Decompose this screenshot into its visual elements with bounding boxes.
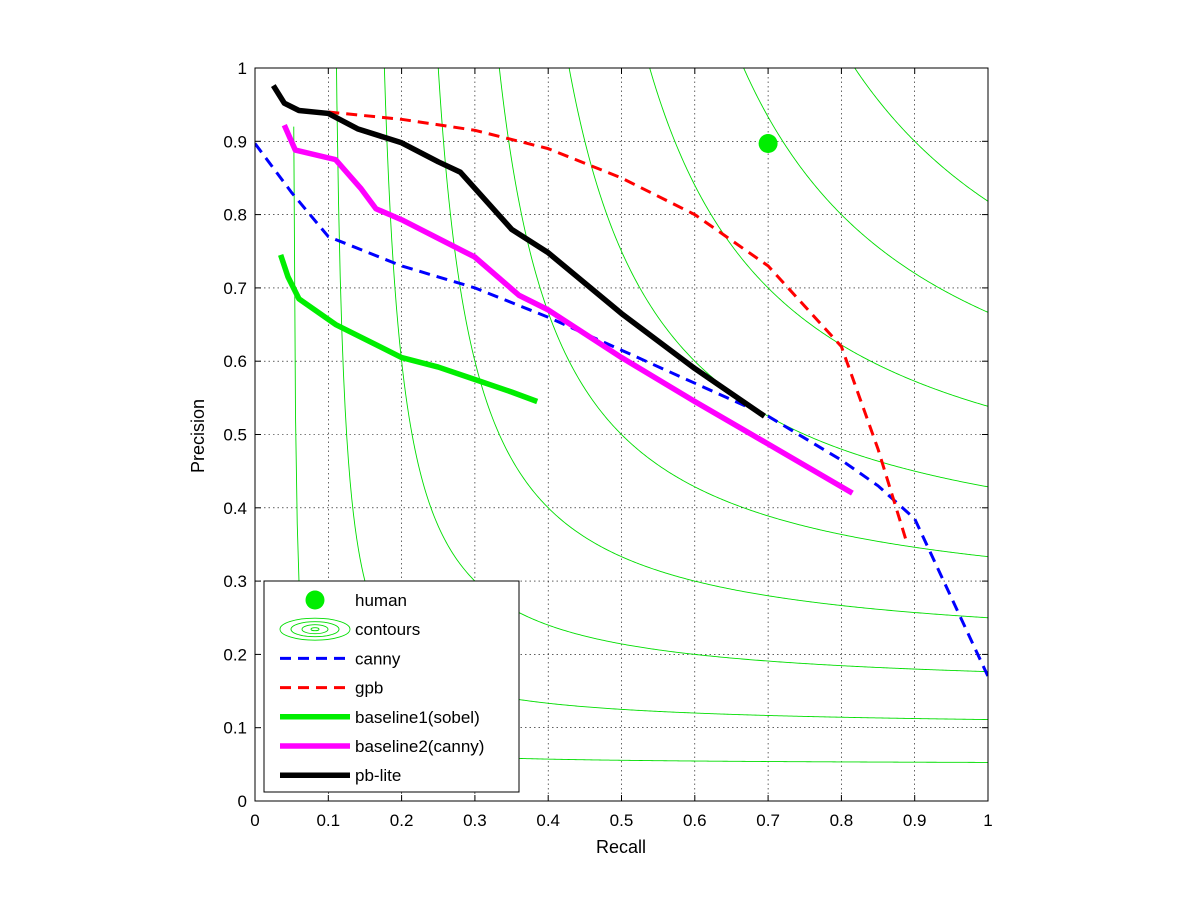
legend-marker-contours [301,624,329,635]
legend-marker-human [305,590,325,610]
y-tick-label: 0.5 [223,426,247,445]
y-tick-label: 0.2 [223,645,247,664]
legend-label: pb-lite [355,766,401,785]
f-contour-line [649,68,988,407]
y-tick-label: 0.8 [223,206,247,225]
y-tick-label: 1 [238,59,247,78]
y-tick-label: 0.4 [223,499,247,518]
x-tick-label: 0.8 [830,811,854,830]
legend-label: human [355,591,407,610]
f-contour-line [437,68,988,619]
legend-marker-contours [310,627,320,632]
x-tick-label: 0.7 [756,811,780,830]
x-tick-label: 0.6 [683,811,707,830]
y-axis-label: Precision [188,399,208,473]
human-point-layer [758,133,778,153]
f-contour-line [854,68,988,202]
legend-marker-contours [279,617,351,641]
y-tick-label: 0.1 [223,719,247,738]
x-tick-label: 0.2 [390,811,414,830]
x-tick-label: 0.5 [610,811,634,830]
legend: human contours canny gpb baseline1(sobel) bas… [263,580,520,793]
y-tick-label: 0.6 [223,352,247,371]
legend-label: contours [355,620,420,639]
x-tick-label: 0.4 [536,811,560,830]
x-axis-label: Recall [596,837,646,857]
f-contour-line [743,68,988,313]
x-tick-label: 0.3 [463,811,487,830]
series-lines [255,84,988,678]
x-tick-label: 0.1 [316,811,340,830]
legend-label: baseline2(canny) [355,737,484,756]
legend-marker-contours [290,621,340,638]
legend-label: gpb [355,679,383,698]
series-line-pb-lite [270,84,766,419]
series-line-canny [255,142,988,678]
y-tick-label: 0.7 [223,279,247,298]
axis-ticks: 0 0.1 0.2 0.3 0.4 0.5 0.6 0.7 0.8 0.9 1 0 0.1 0.2 0.3 0… [223,59,992,830]
human-point [758,133,778,153]
y-tick-label: 0 [238,792,247,811]
legend-label: baseline1(sobel) [355,708,480,727]
y-tick-label: 0.9 [223,132,247,151]
series-line-gpb [328,110,909,545]
y-tick-label: 0.3 [223,572,247,591]
x-tick-label: 1 [983,811,992,830]
series-line-baseline1-sobel- [278,254,539,405]
series-line-baseline2-canny- [281,124,854,496]
legend-label: canny [355,649,401,668]
f-contour-line [498,68,988,558]
x-tick-label: 0.9 [903,811,927,830]
x-tick-label: 0 [250,811,259,830]
